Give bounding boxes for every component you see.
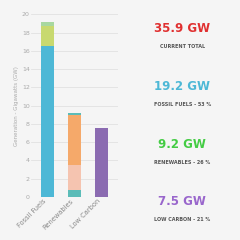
Bar xyxy=(68,165,81,190)
Bar xyxy=(68,190,81,197)
Bar xyxy=(68,113,81,115)
Text: 35.9 GW: 35.9 GW xyxy=(154,22,210,35)
Text: 9.2 GW: 9.2 GW xyxy=(158,138,206,150)
Text: FOSSIL FUELS - 53 %: FOSSIL FUELS - 53 % xyxy=(154,102,211,107)
Text: 7.5 GW: 7.5 GW xyxy=(158,195,206,208)
Text: LOW CARBON - 21 %: LOW CARBON - 21 % xyxy=(154,217,210,222)
Bar xyxy=(41,26,54,46)
Text: CURRENT TOTAL: CURRENT TOTAL xyxy=(160,44,205,49)
Bar xyxy=(95,128,108,197)
Text: 19.2 GW: 19.2 GW xyxy=(154,80,210,93)
Text: RENEWABLES - 26 %: RENEWABLES - 26 % xyxy=(154,160,210,164)
Y-axis label: Generation - Gigawatts (GW): Generation - Gigawatts (GW) xyxy=(14,66,19,145)
Bar xyxy=(41,46,54,197)
Bar xyxy=(41,22,54,26)
Bar xyxy=(68,115,81,165)
